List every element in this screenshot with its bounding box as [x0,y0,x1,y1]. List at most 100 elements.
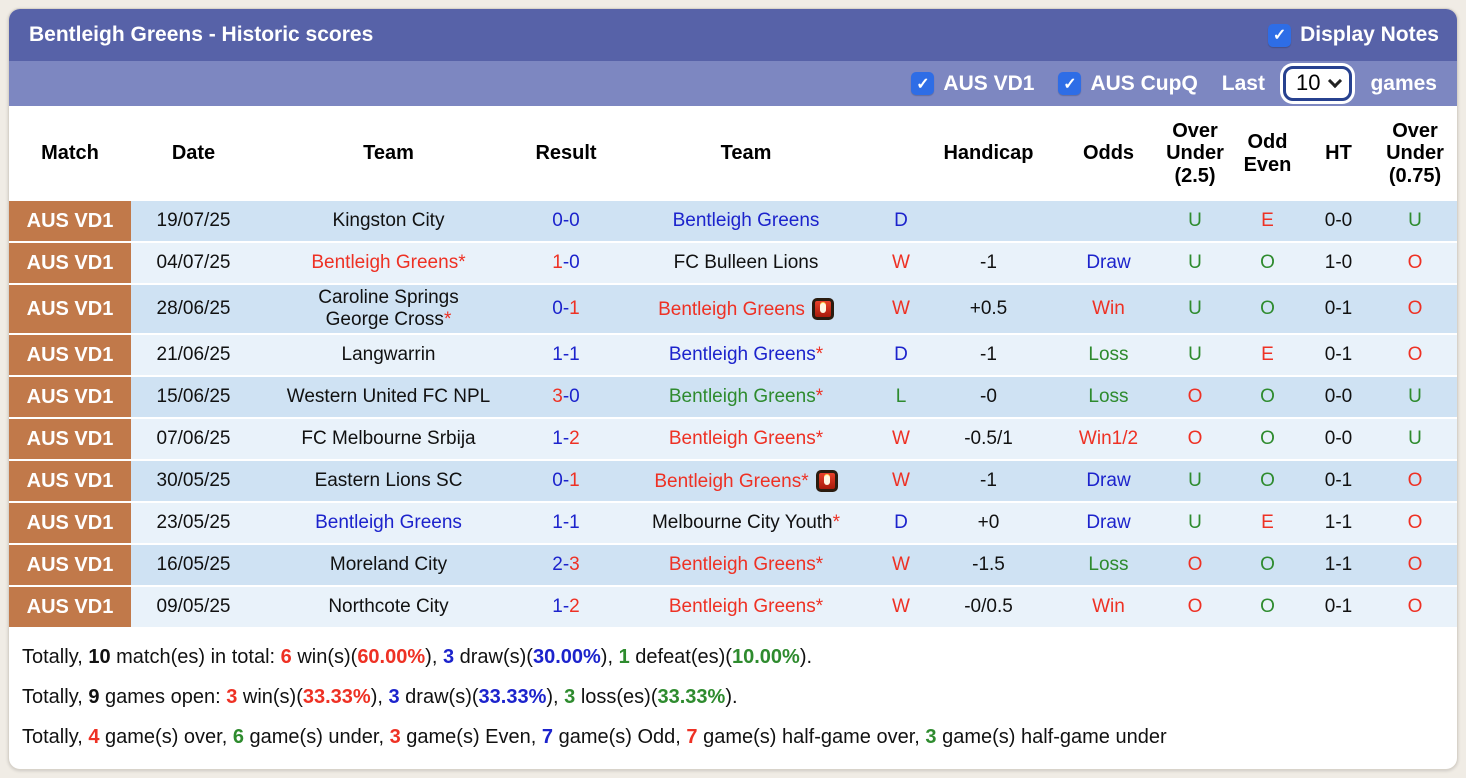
home-team-cell: Bentleigh Greens* [256,250,521,276]
over-under-25-cell: U [1188,344,1202,365]
wdl-cell: W [892,252,910,273]
team-name: Bentleigh Greens [315,512,462,533]
ht-cell: 1-0 [1324,252,1353,273]
odds-cell: Win1/2 [1078,428,1139,449]
odd-even-cell: O [1260,298,1275,319]
column-header: HT [1325,142,1352,165]
team-name: Langwarrin [341,344,436,365]
red-card-icon [815,469,838,492]
home-advantage-star: * [815,386,824,407]
table-row: AUS VD1 07/06/25 FC Melbourne Srbija 1-2… [9,419,1457,461]
ht-cell: 0-1 [1324,596,1353,617]
odd-even-cell: O [1260,386,1275,407]
league-badge: AUS VD1 [9,335,131,375]
league-badge: AUS VD1 [9,461,131,501]
team-name: Bentleigh Greens [658,298,805,320]
column-header: Result [535,142,597,165]
date-cell: 28/06/25 [156,298,231,319]
table-row: AUS VD1 19/07/25 Kingston City 0-0 Bentl… [9,201,1457,243]
home-team-cell: Caroline Springs George Cross* [256,285,521,333]
table-row: AUS VD1 04/07/25 Bentleigh Greens* 1-0 F… [9,243,1457,285]
wdl-cell: D [894,210,908,231]
date-cell: 15/06/25 [156,386,231,407]
filter-aus-cupq[interactable]: ✓ AUS CupQ [1058,71,1198,96]
ht-cell: 0-1 [1324,470,1353,491]
team-name: Bentleigh Greens [668,596,816,617]
team-name: Bentleigh Greens [668,428,816,449]
handicap-cell: -0 [980,386,997,407]
over-under-25-cell: U [1188,470,1202,491]
away-team-cell: Bentleigh Greens [611,296,881,323]
team-name: Melbourne City Youth [651,512,833,533]
league-badge: AUS VD1 [9,503,131,543]
team-name: Caroline Springs George Cross [318,287,459,330]
column-header: Odd Even [1243,131,1292,176]
away-team-cell: Melbourne City Youth* [611,510,881,536]
away-team-cell: Bentleigh Greens* [611,384,881,410]
table-row: AUS VD1 28/06/25 Caroline Springs George… [9,285,1457,335]
aus-cupq-label[interactable]: AUS CupQ [1090,71,1198,95]
team-name: Western United FC NPL [286,386,491,407]
aus-cupq-checkbox[interactable]: ✓ [1058,72,1082,95]
odds-cell: Draw [1086,252,1131,273]
team-name: Bentleigh Greens [654,470,802,492]
result-cell: 3-0 [552,386,580,407]
table-row: AUS VD1 23/05/25 Bentleigh Greens 1-1 Me… [9,503,1457,545]
over-under-25-cell: U [1188,210,1202,231]
home-team-cell: Western United FC NPL [256,384,521,410]
result-cell: 0-1 [552,470,580,491]
games-label: games [1370,71,1437,95]
over-under-075-cell: O [1407,512,1423,533]
wdl-cell: L [895,386,907,407]
home-advantage-star: * [815,428,824,449]
ht-cell: 0-1 [1324,298,1353,319]
aus-vd1-label[interactable]: AUS VD1 [943,71,1035,95]
odd-even-cell: O [1260,470,1275,491]
display-notes-checkbox[interactable]: ✓ [1268,23,1292,47]
handicap-cell: -1.5 [972,554,1005,575]
team-name: Bentleigh Greens [668,386,816,407]
table-row: AUS VD1 30/05/25 Eastern Lions SC 0-1 Be… [9,461,1457,503]
handicap-cell: -1 [980,344,997,365]
team-name: Bentleigh Greens [668,344,816,365]
aus-vd1-checkbox[interactable]: ✓ [911,72,935,95]
over-under-25-cell: O [1187,428,1203,449]
home-team-cell: Kingston City [256,208,521,234]
handicap-cell: -0/0.5 [964,596,1013,617]
handicap-cell: -1 [980,252,997,273]
checkmark-icon: ✓ [1063,75,1077,93]
home-advantage-star: * [443,309,452,330]
result-cell: 1-2 [552,428,580,449]
league-badge: AUS VD1 [9,377,131,417]
home-team-cell: Northcote City [256,594,521,620]
date-cell: 23/05/25 [156,512,231,533]
last-games-select[interactable]: 10 [1282,66,1353,101]
odd-even-cell: O [1260,428,1275,449]
table-row: AUS VD1 09/05/25 Northcote City 1-2 Bent… [9,587,1457,629]
ht-cell: 1-1 [1324,512,1353,533]
over-under-075-cell: U [1408,386,1422,407]
column-header: Odds [1082,142,1135,165]
away-team-cell: Bentleigh Greens* [611,552,881,578]
odd-even-cell: O [1260,252,1275,273]
odds-cell [1056,219,1161,223]
league-badge: AUS VD1 [9,243,131,283]
wdl-cell: D [894,344,908,365]
display-notes-toggle[interactable]: ✓ Display Notes [1268,23,1439,47]
display-notes-label[interactable]: Display Notes [1300,23,1439,46]
result-cell: 1-1 [552,344,580,365]
home-team-cell: Langwarrin [256,342,521,368]
historic-scores-panel: Bentleigh Greens - Historic scores ✓ Dis… [8,8,1458,770]
odds-cell: Loss [1088,554,1129,575]
over-under-075-cell: U [1408,428,1422,449]
date-cell: 16/05/25 [156,554,231,575]
summary-line: Totally, 10 match(es) in total: 6 win(s)… [22,646,813,668]
result-cell: 1-0 [552,252,580,273]
league-badge: AUS VD1 [9,587,131,627]
filter-aus-vd1[interactable]: ✓ AUS VD1 [911,72,1034,96]
page-title: Bentleigh Greens - Historic scores [29,23,374,46]
away-team-cell: Bentleigh Greens [611,208,881,234]
team-name: FC Bulleen Lions [673,252,819,273]
handicap-cell: -0.5/1 [964,428,1013,449]
away-team-cell: Bentleigh Greens* [611,594,881,620]
